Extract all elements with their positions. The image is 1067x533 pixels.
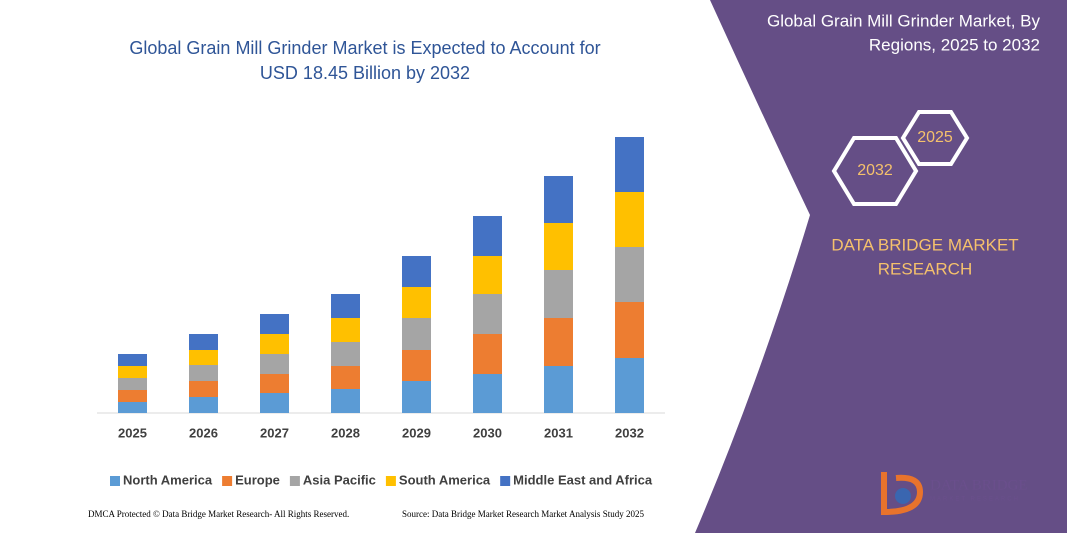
bar-segment — [331, 389, 360, 413]
bar-segment — [260, 374, 289, 393]
logo-icon — [881, 472, 924, 516]
x-tick-label: 2025 — [118, 425, 147, 440]
bar-segment — [118, 378, 147, 390]
bar-segment — [402, 381, 431, 413]
bar-segment — [615, 358, 644, 413]
bar-segment — [118, 366, 147, 378]
footer-text: DMCA Protected © Data Bridge Market Rese… — [88, 509, 349, 519]
bar-segment — [544, 366, 573, 413]
x-tick-label: 2027 — [260, 425, 289, 440]
bar-segment — [260, 314, 289, 334]
bar-segment — [402, 256, 431, 287]
bar-segment — [615, 247, 644, 302]
brand-text: RESEARCH — [878, 259, 972, 278]
bar-segment — [473, 256, 502, 294]
bar-segment — [402, 350, 431, 381]
logo-text: MARKET RESEARCH — [930, 497, 1020, 503]
panel-title: Global Grain Mill Grinder Market, By — [767, 11, 1041, 30]
legend-label: Middle East and Africa — [513, 472, 653, 487]
bar-segment — [331, 342, 360, 366]
bar-segment — [615, 192, 644, 247]
bar-segment — [615, 137, 644, 192]
chart-title: USD 18.45 Billion by 2032 — [260, 63, 470, 83]
hexagon-label: 2025 — [917, 129, 953, 146]
bar-segment — [331, 294, 360, 318]
brand-text: DATA BRIDGE MARKET — [831, 235, 1018, 254]
legend-swatch — [289, 476, 300, 486]
bar-segment — [189, 334, 218, 350]
legend-swatch — [110, 476, 120, 486]
bar-segment — [544, 176, 573, 223]
bar-segment — [473, 334, 502, 374]
bar-segment — [189, 365, 218, 381]
bar-segment — [118, 402, 147, 413]
chart-title: Global Grain Mill Grinder Market is Expe… — [129, 38, 600, 58]
logo: DATA BRIDGE MARKET RESEARCH — [881, 472, 1028, 516]
legend-label: North America — [123, 472, 213, 487]
bar-segment — [473, 216, 502, 256]
bar-segment — [473, 374, 502, 413]
x-tick-label: 2030 — [473, 425, 502, 440]
x-tick-label: 2029 — [402, 425, 431, 440]
bar-segment — [118, 390, 147, 402]
footer-text: Source: Data Bridge Market Research Mark… — [402, 509, 644, 519]
panel-title: Regions, 2025 to 2032 — [869, 35, 1040, 54]
bar-segment — [402, 318, 431, 350]
bar-segment — [331, 366, 360, 389]
bar-segment — [402, 287, 431, 318]
x-tick-label: 2026 — [189, 425, 218, 440]
legend-label: Asia Pacific — [303, 472, 376, 487]
legend-label: South America — [399, 472, 491, 487]
bar-segment — [544, 223, 573, 270]
legend-swatch — [222, 476, 233, 486]
hexagon — [900, 110, 970, 166]
bar-segment — [189, 397, 218, 413]
hexagon-label: 2032 — [857, 162, 893, 179]
bar-segment — [118, 354, 147, 366]
legend-swatch — [500, 476, 511, 486]
hexagon — [831, 136, 919, 206]
bar-segment — [615, 302, 644, 358]
bar-segment — [260, 334, 289, 354]
bar-segment — [189, 350, 218, 365]
side-panel — [695, 0, 1067, 533]
bar-segment — [189, 381, 218, 397]
bar-segment — [260, 354, 289, 374]
legend: North America Europe Asia Pacific South Ame… — [110, 472, 653, 487]
bar-segment — [331, 318, 360, 342]
legend-swatch — [385, 476, 396, 486]
bar-segment — [473, 294, 502, 334]
bar-segment — [544, 318, 573, 366]
x-tick-label: 2031 — [544, 425, 573, 440]
x-tick-label: 2028 — [331, 425, 360, 440]
bar-segment — [544, 270, 573, 318]
x-tick-label: 2032 — [615, 425, 644, 440]
logo-text: DATA BRIDGE — [930, 477, 1028, 493]
legend-label: Europe — [235, 472, 280, 487]
logo-icon — [895, 488, 911, 504]
bar-segment — [260, 393, 289, 413]
